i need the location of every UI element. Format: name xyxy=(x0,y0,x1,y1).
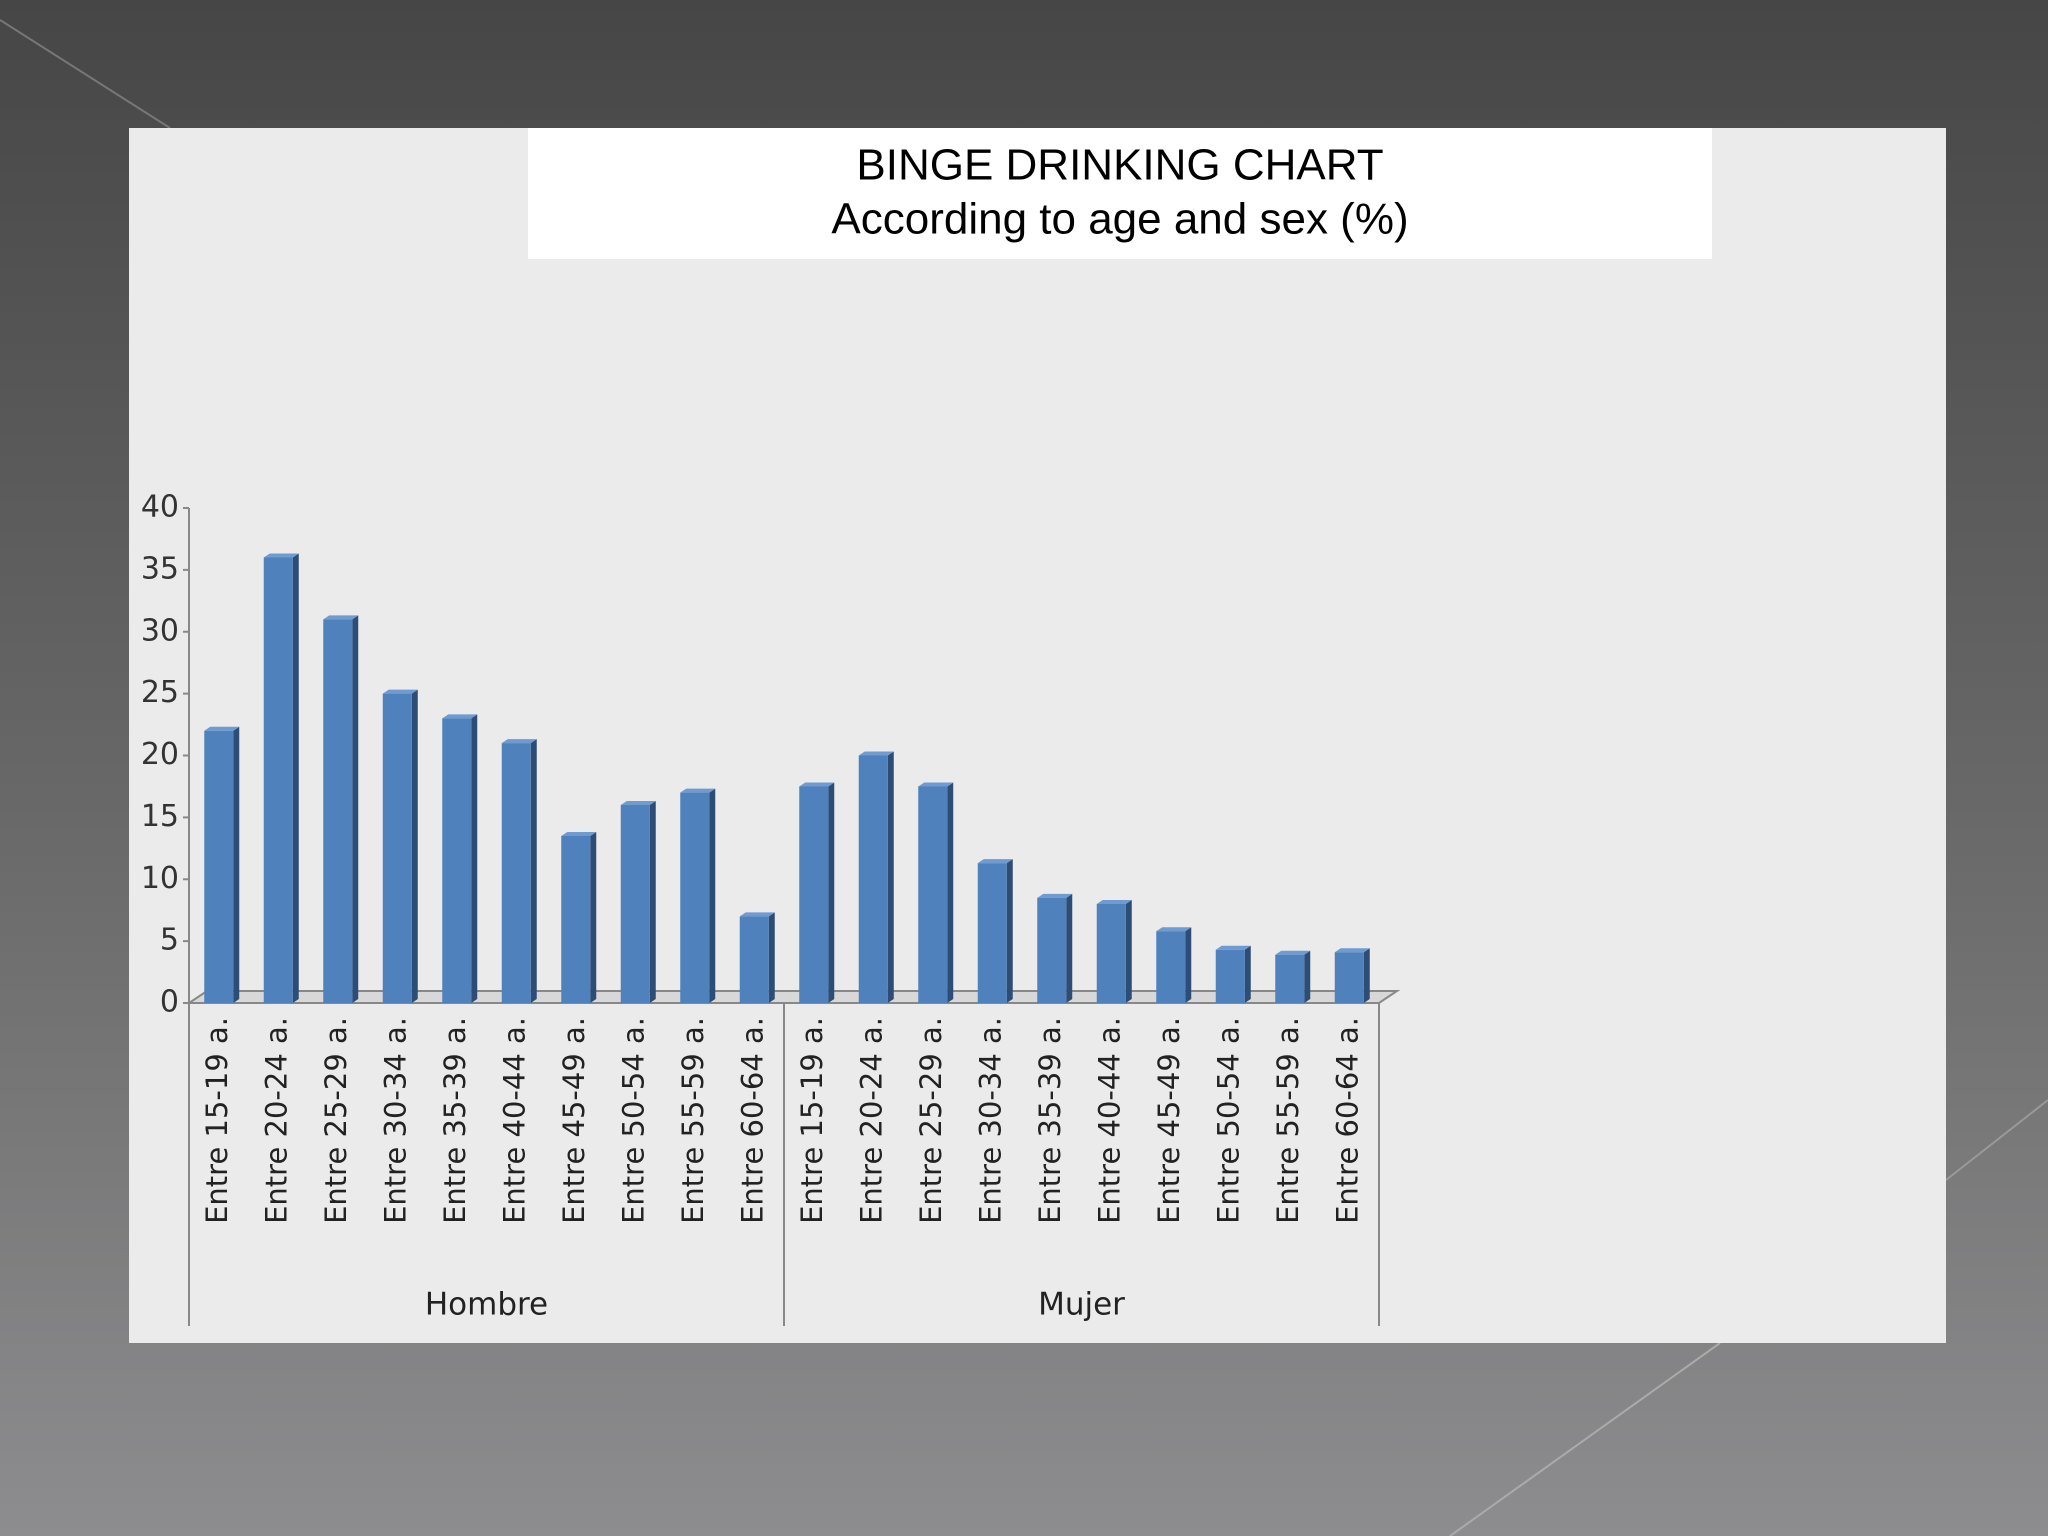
bar xyxy=(1215,949,1245,1003)
bar-side xyxy=(1125,900,1132,1003)
bar xyxy=(620,805,650,1003)
bar-top xyxy=(1334,948,1370,953)
bar xyxy=(501,743,531,1003)
x-tick-label: Entre 40-44 a. xyxy=(497,1017,531,1224)
bar-side xyxy=(649,801,656,1003)
bar-side xyxy=(1185,927,1192,1003)
bar-side xyxy=(709,788,716,1003)
bar xyxy=(858,755,888,1003)
x-tick-label: Entre 60-64 a. xyxy=(735,1017,769,1224)
bar xyxy=(1037,897,1067,1003)
bar-side xyxy=(352,615,359,1003)
chart-panel xyxy=(129,128,1946,1343)
x-tick-label: Entre 20-24 a. xyxy=(854,1017,888,1224)
chart-subtitle: According to age and sex (%) xyxy=(831,195,1408,244)
bar-side xyxy=(1363,948,1370,1003)
bar xyxy=(323,619,353,1003)
bar xyxy=(263,557,293,1003)
bar-side xyxy=(471,714,478,1003)
x-tick-label: Entre 50-54 a. xyxy=(616,1017,650,1224)
bar xyxy=(680,792,710,1003)
x-tick-label: Entre 40-44 a. xyxy=(1092,1017,1126,1224)
decor-line xyxy=(1945,1099,2048,1181)
group-label: Mujer xyxy=(1038,1287,1125,1323)
y-tick-label: 35 xyxy=(141,551,179,586)
chart-title: BINGE DRINKING CHART xyxy=(856,141,1383,190)
y-tick-label: 25 xyxy=(141,675,179,710)
bar-top xyxy=(323,615,359,620)
bar-side xyxy=(590,831,597,1003)
bar-top xyxy=(1037,893,1073,898)
x-tick-label: Entre 15-19 a. xyxy=(795,1017,829,1224)
bar-side xyxy=(530,739,537,1003)
bar xyxy=(799,786,829,1003)
bar-top xyxy=(1156,927,1192,932)
bar-side xyxy=(233,726,240,1003)
x-tick-label: Entre 60-64 a. xyxy=(1330,1017,1364,1224)
bar-top xyxy=(1096,900,1132,904)
bar-side xyxy=(1304,950,1311,1003)
bar-side xyxy=(768,912,775,1003)
bar xyxy=(977,863,1007,1003)
title-box xyxy=(528,128,1712,259)
x-tick-label: Entre 35-39 a. xyxy=(1033,1017,1067,1224)
bar-top xyxy=(561,831,597,836)
bar-top xyxy=(620,801,656,805)
y-tick-label: 20 xyxy=(141,737,179,772)
bar-top xyxy=(1275,950,1311,955)
bar-side xyxy=(1066,893,1073,1003)
bar xyxy=(739,916,769,1003)
x-tick-label: Entre 55-59 a. xyxy=(1271,1017,1305,1224)
bar-side xyxy=(887,751,894,1003)
x-tick-label: Entre 20-24 a. xyxy=(259,1017,293,1224)
bar xyxy=(561,835,591,1003)
group-label: Hombre xyxy=(425,1287,548,1323)
bar xyxy=(382,693,412,1003)
bar xyxy=(1156,931,1186,1003)
bar xyxy=(1096,904,1126,1003)
bar-top xyxy=(204,726,240,731)
bar-side xyxy=(411,689,418,1003)
decor-line xyxy=(1449,1342,1721,1536)
bar-top xyxy=(1215,945,1251,950)
bar-side xyxy=(947,782,954,1003)
bar-top xyxy=(680,788,716,793)
x-tick-label: Entre 30-34 a. xyxy=(378,1017,412,1224)
x-tick-label: Entre 55-59 a. xyxy=(676,1017,710,1224)
bar-top xyxy=(799,782,835,787)
bar-side xyxy=(1006,859,1013,1003)
bar xyxy=(442,718,472,1003)
bar-top xyxy=(977,859,1013,864)
x-tick-label: Entre 25-29 a. xyxy=(914,1017,948,1224)
y-tick-label: 0 xyxy=(160,985,179,1020)
y-tick-label: 30 xyxy=(141,613,179,648)
bar-top xyxy=(263,553,299,558)
bar-side xyxy=(1244,945,1251,1003)
x-tick-label: Entre 45-49 a. xyxy=(1152,1017,1186,1224)
bar-top xyxy=(918,782,954,787)
x-tick-label: Entre 50-54 a. xyxy=(1211,1017,1245,1224)
decor-line xyxy=(0,19,171,129)
bar-side xyxy=(828,782,835,1003)
bar xyxy=(1334,952,1364,1003)
bar-side xyxy=(292,553,299,1003)
y-tick-label: 10 xyxy=(141,861,179,896)
x-tick-label: Entre 45-49 a. xyxy=(557,1017,591,1224)
x-tick-label: Entre 25-29 a. xyxy=(319,1017,353,1224)
y-tick-label: 15 xyxy=(141,799,179,834)
y-tick-label: 40 xyxy=(141,490,179,525)
bar-top xyxy=(858,751,894,756)
bar-top xyxy=(501,739,537,744)
bar-top xyxy=(739,912,775,917)
bar xyxy=(204,730,234,1003)
y-tick-label: 5 xyxy=(160,923,179,958)
x-tick-label: Entre 35-39 a. xyxy=(438,1017,472,1224)
bar-top xyxy=(382,689,418,694)
bar xyxy=(918,786,948,1003)
bar xyxy=(1275,954,1305,1003)
x-tick-label: Entre 15-19 a. xyxy=(200,1017,234,1224)
bar-top xyxy=(442,714,478,719)
x-tick-label: Entre 30-34 a. xyxy=(973,1017,1007,1224)
